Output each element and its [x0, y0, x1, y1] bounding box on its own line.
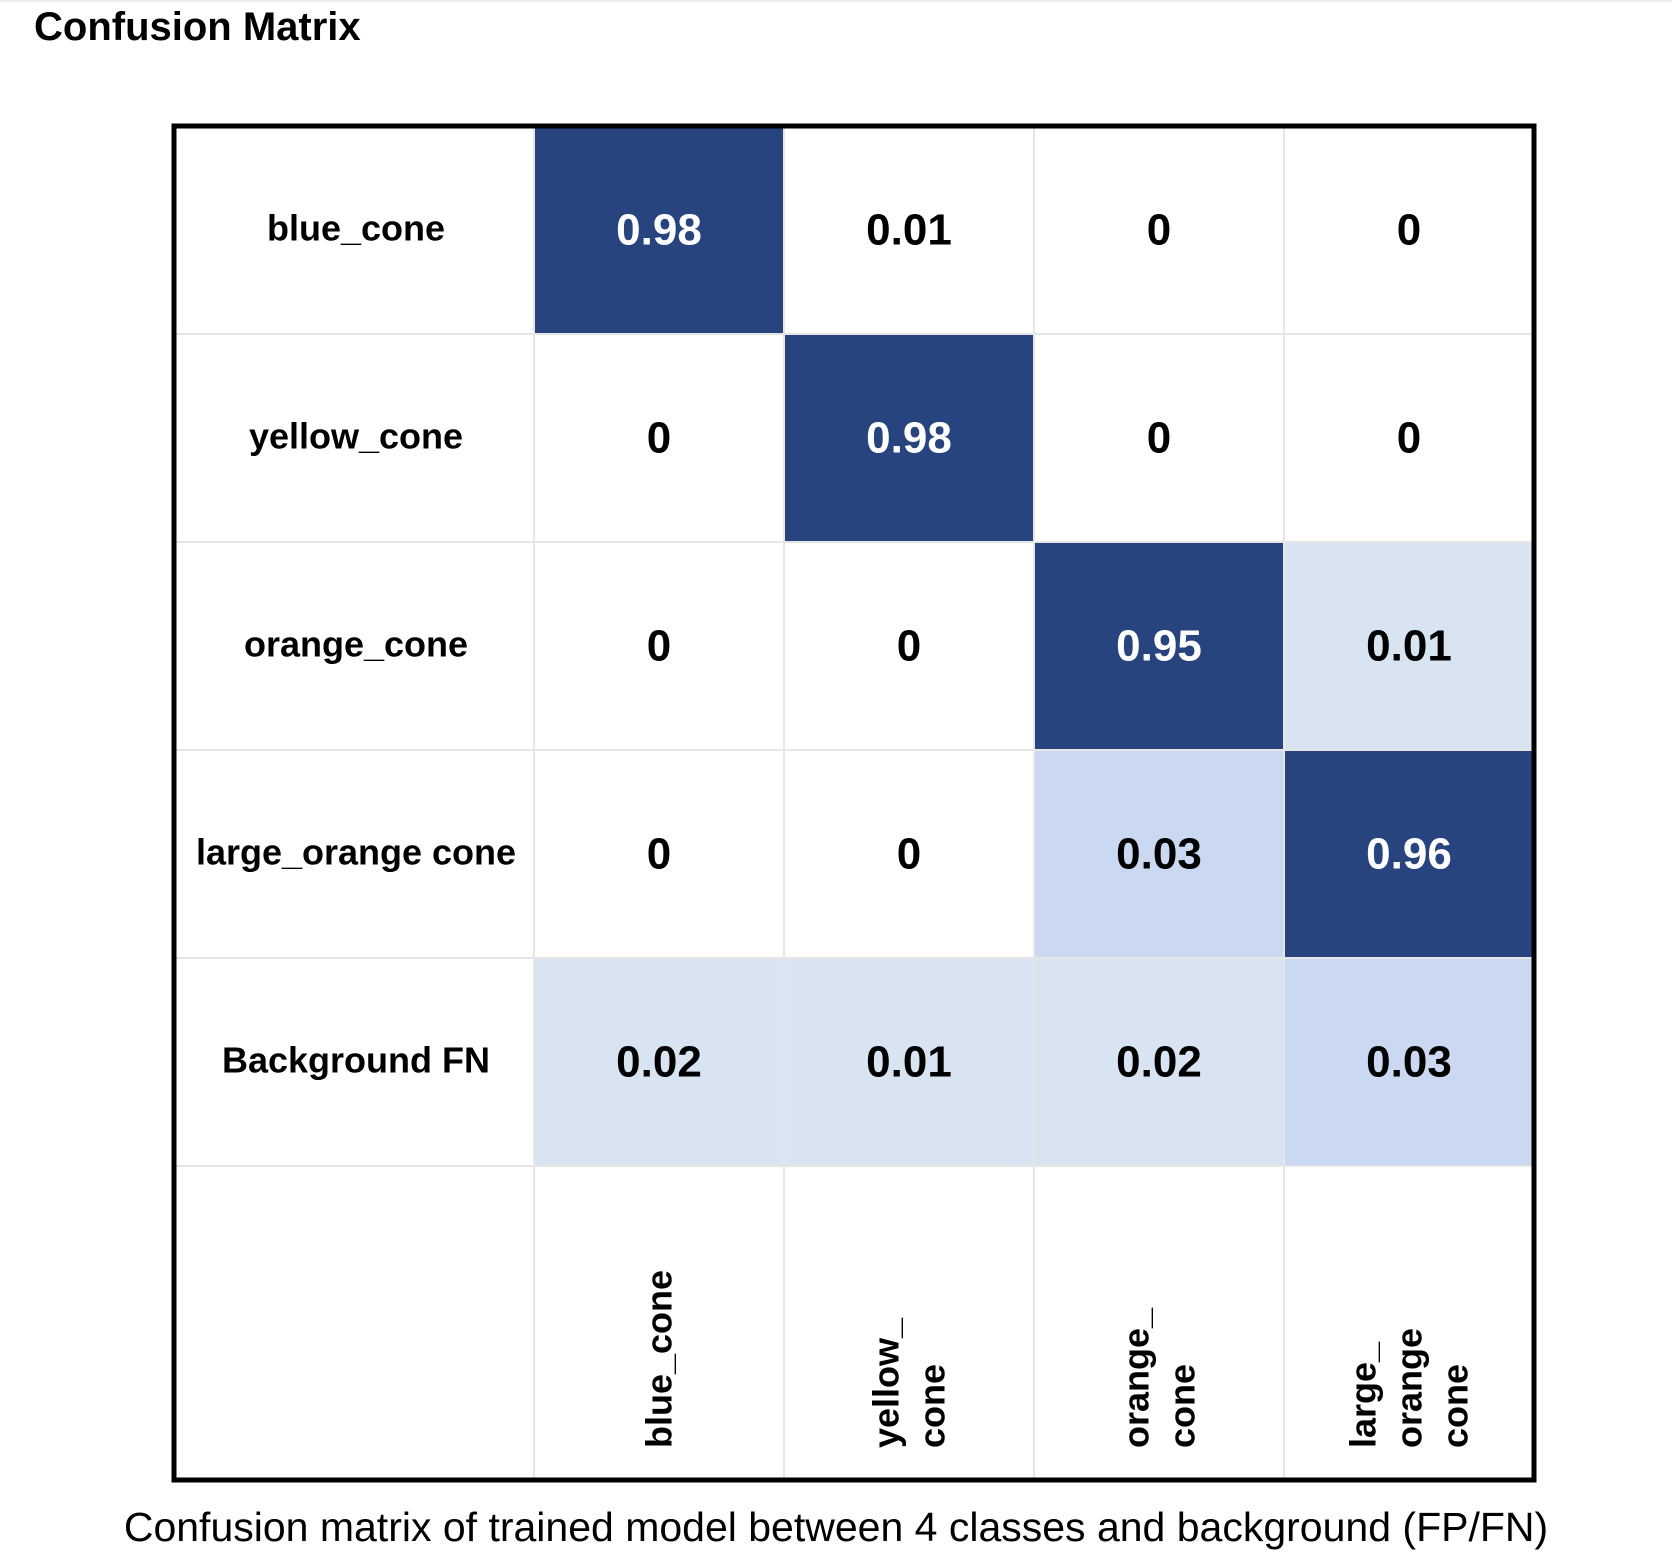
column-label: large_ orange cone — [1343, 1328, 1476, 1448]
data-label: 0.01 — [866, 1038, 952, 1087]
matrix-border — [171, 123, 1537, 1483]
row-label: blue_cone — [267, 208, 445, 249]
row-label: large_orange cone — [196, 832, 516, 873]
data-label: 0.02 — [616, 1038, 702, 1087]
cell-background-fn-large-orange-cone — [1284, 958, 1534, 1166]
data-label: 0 — [897, 830, 921, 879]
confusion-matrix-chart: 0.98 0.01 0 0 0 0.98 0 0 0 0 0.95 0.01 0 0 0.03 0.96 0.0… — [171, 123, 1537, 1483]
tick-label: cone — [912, 1364, 953, 1448]
cell-blue-cone-large-orange-cone — [1284, 126, 1534, 334]
tick-label: yellow_ — [866, 1317, 907, 1448]
cell-yellow-cone-orange-cone — [1034, 334, 1284, 542]
cell-background-fn-yellow-cone — [784, 958, 1034, 1166]
row-label: yellow_cone — [249, 416, 463, 457]
cell-yellow-cone-blue-cone — [534, 334, 784, 542]
cell-blue-cone-yellow-cone — [784, 126, 1034, 334]
tick-label: orange — [1389, 1328, 1430, 1448]
data-label: 0.03 — [1116, 830, 1202, 879]
data-label: 0.01 — [1366, 622, 1452, 671]
data-label: 0.01 — [866, 206, 952, 255]
cell-yellow-cone-yellow-cone — [784, 334, 1034, 542]
data-label: 0 — [1397, 414, 1421, 463]
data-label: 0 — [897, 622, 921, 671]
cell-large-orange-cone-yellow-cone — [784, 750, 1034, 958]
data-label: 0.98 — [616, 206, 702, 255]
cell-orange-cone-yellow-cone — [784, 542, 1034, 750]
data-label: 0.95 — [1116, 622, 1202, 671]
data-label: 0.98 — [866, 414, 952, 463]
cell-large-orange-cone-large-orange-cone — [1284, 750, 1534, 958]
matrix-body: 0.98 0.01 0 0 0 0.98 0 0 0 0 0.95 0.01 0 0 0.03 0.96 0.0… — [171, 123, 1537, 1483]
cell-blue-cone-orange-cone — [1034, 126, 1284, 334]
cell-orange-cone-blue-cone — [534, 542, 784, 750]
data-label: 0 — [647, 622, 671, 671]
data-label: 0 — [1147, 414, 1171, 463]
row-label: Background FN — [222, 1040, 490, 1081]
tick-label: cone — [1162, 1364, 1203, 1448]
tick-label: orange_ — [1116, 1307, 1157, 1448]
data-label: 0.03 — [1366, 1038, 1452, 1087]
data-label: 0 — [1147, 206, 1171, 255]
data-label: 0 — [647, 414, 671, 463]
column-label: orange_ cone — [1116, 1307, 1203, 1448]
cell-yellow-cone-large-orange-cone — [1284, 334, 1534, 542]
cell-large-orange-cone-blue-cone — [534, 750, 784, 958]
tick-label: cone — [1435, 1364, 1476, 1448]
row-label: orange_cone — [244, 624, 468, 665]
column-label: yellow_ cone — [866, 1317, 953, 1448]
cell-blue-cone-blue-cone — [534, 126, 784, 334]
tick-label: blue_cone — [639, 1270, 680, 1448]
data-label: 0 — [1397, 206, 1421, 255]
cell-background-fn-blue-cone — [534, 958, 784, 1166]
tick-label: large_ — [1343, 1341, 1384, 1448]
data-label: 0.96 — [1366, 830, 1452, 879]
cell-orange-cone-large-orange-cone — [1284, 542, 1534, 750]
cell-large-orange-cone-orange-cone — [1034, 750, 1284, 958]
cell-orange-cone-orange-cone — [1034, 542, 1284, 750]
figure-caption: Confusion matrix of trained model betwee… — [123, 1504, 1549, 1550]
column-label: blue_cone — [639, 1270, 680, 1448]
data-label: 0 — [647, 830, 671, 879]
chart-title: Confusion Matrix — [34, 5, 361, 49]
top-divider — [0, 0, 1672, 2]
data-label: 0.02 — [1116, 1038, 1202, 1087]
cell-background-fn-orange-cone — [1034, 958, 1284, 1166]
